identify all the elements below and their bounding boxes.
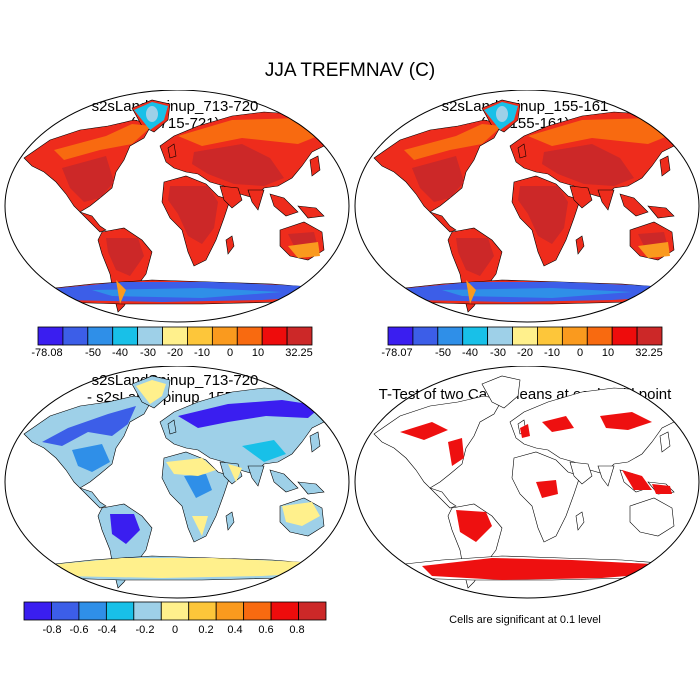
panel-3-colorbar-tick: 0.8 — [289, 624, 305, 636]
colorbar-swatch — [298, 601, 327, 621]
colorbar-swatch — [236, 326, 263, 346]
colorbar-swatch — [62, 326, 89, 346]
panel-1-colorbar-tick: -40 — [112, 347, 128, 359]
colorbar-swatch — [286, 326, 313, 346]
figure-title: JJA TREFMNAV (C) — [264, 60, 436, 81]
colorbar-swatch — [270, 601, 299, 621]
colorbar-swatch — [462, 326, 489, 346]
colorbar-swatch — [215, 601, 245, 621]
panel-2-colorbar-tick: -20 — [517, 347, 533, 359]
panel-4-map — [354, 366, 700, 599]
colorbar-swatch — [261, 326, 288, 346]
panel-1-colorbar-tick: -20 — [167, 347, 183, 359]
panel-2-colorbar-max: 32.25 — [635, 347, 663, 359]
panel-1-colorbar-max: 32.25 — [285, 347, 313, 359]
colorbar-swatch — [636, 326, 663, 346]
colorbar-swatch — [561, 326, 588, 346]
colorbar-swatch — [412, 326, 439, 346]
panel-2-colorbar-min: -78.07 — [381, 347, 413, 359]
panel-2-colorbar-tick: 10 — [601, 347, 615, 359]
colorbar-swatch — [105, 601, 135, 621]
colorbar-swatch — [487, 326, 513, 346]
colorbar-swatch — [37, 326, 64, 346]
colorbar-swatch — [162, 326, 188, 346]
panel-1-colorbar-tick: -30 — [140, 347, 156, 359]
panel-3-colorbar-tick: 0.6 — [258, 624, 274, 636]
panel-1-map — [4, 90, 350, 323]
panel-2-map — [354, 90, 700, 323]
panel-3-colorbar-tick: -0.4 — [97, 624, 117, 636]
colorbar-swatch — [112, 326, 139, 346]
panel-2-colorbar-tick: 0 — [576, 347, 584, 359]
panel-3-map — [4, 366, 350, 599]
panel-2-colorbar — [387, 326, 663, 346]
colorbar-swatch — [51, 601, 80, 621]
colorbar-swatch — [537, 326, 563, 346]
panel-3-colorbar-tick: 0.2 — [198, 624, 214, 636]
colorbar-swatch — [586, 326, 613, 346]
colorbar-swatch — [387, 326, 414, 346]
panel-3-colorbar-tick: -0.2 — [135, 624, 155, 636]
colorbar-swatch — [211, 326, 238, 346]
colorbar-swatch — [87, 326, 114, 346]
colorbar-swatch — [137, 326, 163, 346]
colorbar-swatch — [611, 326, 638, 346]
panel-2-colorbar-tick: -10 — [544, 347, 560, 359]
colorbar-swatch — [160, 601, 190, 621]
panel-1-colorbar-tick: 0 — [226, 347, 234, 359]
panel-3-colorbar-tick: 0.4 — [227, 624, 243, 636]
colorbar-swatch — [78, 601, 107, 621]
panel-3-colorbar-tick: -0.8 — [42, 624, 62, 636]
significance-note: Cells are significant at 0.1 level — [449, 614, 601, 626]
panel-3-colorbar-tick: 0 — [171, 624, 179, 636]
panel-3-colorbar — [23, 601, 327, 621]
panel-1-colorbar-tick: -10 — [194, 347, 210, 359]
colorbar-swatch — [23, 601, 52, 621]
colorbar-swatch — [133, 601, 162, 621]
panel-3-colorbar-tick: -0.6 — [69, 624, 89, 636]
colorbar-swatch — [437, 326, 464, 346]
panel-1-colorbar-tick: -50 — [85, 347, 101, 359]
colorbar-swatch — [187, 326, 213, 346]
panel-2-colorbar-tick: -50 — [435, 347, 451, 359]
panel-2-colorbar-tick: -30 — [490, 347, 506, 359]
panel-1-colorbar — [37, 326, 313, 346]
panel-1-colorbar-tick: 10 — [251, 347, 265, 359]
panel-1-colorbar-min: -78.08 — [31, 347, 63, 359]
panel-2-colorbar-tick: -40 — [462, 347, 478, 359]
colorbar-swatch — [243, 601, 272, 621]
colorbar-swatch — [188, 601, 217, 621]
colorbar-swatch — [512, 326, 538, 346]
